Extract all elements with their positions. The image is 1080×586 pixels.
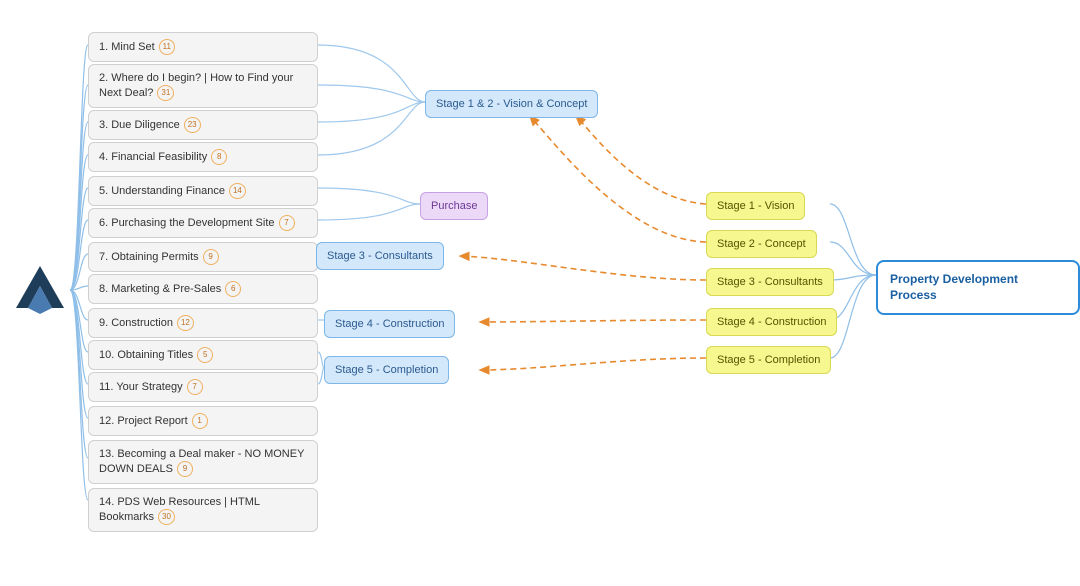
leaf-node[interactable]: 13. Becoming a Deal maker - NO MONEY DOW… bbox=[88, 440, 318, 484]
leaf-node[interactable]: 3. Due Diligence 23 bbox=[88, 110, 318, 140]
stage-group-node[interactable]: Stage 3 - Consultants bbox=[316, 242, 444, 270]
stage-right-node[interactable]: Stage 1 - Vision bbox=[706, 192, 805, 220]
leaf-label: 13. Becoming a Deal maker - NO MONEY DOW… bbox=[99, 448, 304, 475]
stage-right-label: Stage 1 - Vision bbox=[717, 200, 794, 212]
leaf-label: 10. Obtaining Titles bbox=[99, 349, 193, 361]
leaf-label: 3. Due Diligence bbox=[99, 119, 180, 131]
leaf-badge: 11 bbox=[159, 39, 175, 55]
stage-group-label: Stage 5 - Completion bbox=[335, 364, 438, 376]
leaf-node[interactable]: 9. Construction 12 bbox=[88, 308, 318, 338]
leaf-label: 7. Obtaining Permits bbox=[99, 251, 199, 263]
stage-right-label: Stage 5 - Completion bbox=[717, 354, 820, 366]
logo-icon bbox=[10, 260, 70, 323]
leaf-badge: 30 bbox=[158, 509, 175, 525]
root-node[interactable]: Property Development Process bbox=[876, 260, 1080, 315]
leaf-badge: 6 bbox=[225, 281, 241, 297]
leaf-label: 1. Mind Set bbox=[99, 41, 155, 53]
stage-right-node[interactable]: Stage 5 - Completion bbox=[706, 346, 831, 374]
leaf-badge: 5 bbox=[197, 347, 213, 363]
leaf-badge: 9 bbox=[177, 461, 193, 477]
leaf-label: 5. Understanding Finance bbox=[99, 185, 225, 197]
stage-right-node[interactable]: Stage 3 - Consultants bbox=[706, 268, 834, 296]
stage-right-node[interactable]: Stage 4 - Construction bbox=[706, 308, 837, 336]
leaf-node[interactable]: 12. Project Report 1 bbox=[88, 406, 318, 436]
leaf-node[interactable]: 8. Marketing & Pre-Sales 6 bbox=[88, 274, 318, 304]
leaf-node[interactable]: 14. PDS Web Resources | HTML Bookmarks30 bbox=[88, 488, 318, 532]
leaf-node[interactable]: 7. Obtaining Permits 9 bbox=[88, 242, 318, 272]
leaf-label: 6. Purchasing the Development Site bbox=[99, 217, 275, 229]
stage-group-label: Stage 3 - Consultants bbox=[327, 250, 433, 262]
leaf-label: 8. Marketing & Pre-Sales bbox=[99, 283, 221, 295]
stage-right-label: Stage 2 - Concept bbox=[717, 238, 806, 250]
leaf-badge: 7 bbox=[279, 215, 295, 231]
leaf-node[interactable]: 11. Your Strategy 7 bbox=[88, 372, 318, 402]
leaf-badge: 1 bbox=[192, 413, 208, 429]
stage-group-node[interactable]: Stage 4 - Construction bbox=[324, 310, 455, 338]
stage-group-label: Stage 4 - Construction bbox=[335, 318, 444, 330]
leaf-badge: 31 bbox=[157, 85, 174, 101]
stage-group-node[interactable]: Stage 5 - Completion bbox=[324, 356, 449, 384]
leaf-badge: 8 bbox=[211, 149, 227, 165]
leaf-node[interactable]: 4. Financial Feasibility 8 bbox=[88, 142, 318, 172]
leaf-label: 14. PDS Web Resources | HTML Bookmarks bbox=[99, 496, 260, 523]
stage-right-label: Stage 3 - Consultants bbox=[717, 276, 823, 288]
leaf-label: 12. Project Report bbox=[99, 415, 188, 427]
stage-group-node[interactable]: Stage 1 & 2 - Vision & Concept bbox=[425, 90, 598, 118]
leaf-label: 11. Your Strategy bbox=[99, 381, 183, 393]
leaf-node[interactable]: 6. Purchasing the Development Site 7 bbox=[88, 208, 318, 238]
stage-right-node[interactable]: Stage 2 - Concept bbox=[706, 230, 817, 258]
root-label: Property Development Process bbox=[890, 272, 1018, 302]
leaf-badge: 7 bbox=[187, 379, 203, 395]
leaf-node[interactable]: 1. Mind Set 11 bbox=[88, 32, 318, 62]
stage-right-label: Stage 4 - Construction bbox=[717, 316, 826, 328]
stage-group-label: Purchase bbox=[431, 200, 477, 212]
leaf-node[interactable]: 10. Obtaining Titles 5 bbox=[88, 340, 318, 370]
leaf-badge: 9 bbox=[203, 249, 219, 265]
leaf-badge: 23 bbox=[184, 117, 201, 133]
leaf-node[interactable]: 5. Understanding Finance 14 bbox=[88, 176, 318, 206]
leaf-label: 2. Where do I begin? | How to Find your … bbox=[99, 72, 293, 99]
leaf-node[interactable]: 2. Where do I begin? | How to Find your … bbox=[88, 64, 318, 108]
stage-group-label: Stage 1 & 2 - Vision & Concept bbox=[436, 98, 587, 110]
leaf-badge: 14 bbox=[229, 183, 246, 199]
stage-group-node[interactable]: Purchase bbox=[420, 192, 488, 220]
leaf-label: 4. Financial Feasibility bbox=[99, 151, 207, 163]
leaf-label: 9. Construction bbox=[99, 317, 173, 329]
leaf-badge: 12 bbox=[177, 315, 194, 331]
